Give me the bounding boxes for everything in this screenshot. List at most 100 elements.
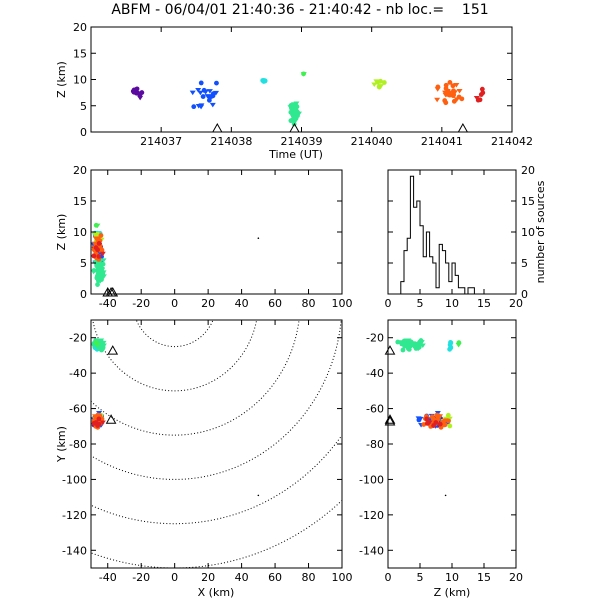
z-y-source bbox=[447, 346, 453, 352]
time-height-source bbox=[444, 88, 451, 94]
time-height-source bbox=[479, 86, 485, 92]
time-height-source bbox=[477, 97, 483, 103]
time-height-xtick-label: 214037 bbox=[140, 135, 182, 148]
time-height-source bbox=[191, 104, 197, 110]
time-height-source bbox=[453, 97, 460, 102]
x-z-frame bbox=[90, 169, 343, 295]
time-height-source bbox=[292, 107, 298, 113]
time-height-xtick-label: 214040 bbox=[351, 135, 393, 148]
time-height-source bbox=[209, 102, 216, 108]
time-height-source bbox=[376, 84, 382, 90]
time-height-source bbox=[189, 90, 196, 96]
x-y-ytick-label: -40 bbox=[69, 367, 87, 380]
time-station-marker bbox=[457, 122, 469, 133]
x-y-xlabel: X (km) bbox=[198, 586, 235, 599]
plot-frames bbox=[90, 26, 517, 569]
histogram-ylabel: number of sources bbox=[534, 180, 547, 283]
time-height-source bbox=[456, 88, 463, 94]
chart-title: ABFM - 06/04/01 21:40:36 - 21:40:42 - nb… bbox=[111, 2, 489, 18]
z-y-source bbox=[400, 347, 406, 353]
x-z-xtick-label: 60 bbox=[268, 297, 282, 310]
time-height-xtick-label: 214038 bbox=[210, 135, 252, 148]
range-ring bbox=[92, 320, 258, 392]
x-y-xtick-label: 40 bbox=[235, 571, 249, 584]
z-y-source bbox=[442, 418, 449, 423]
z-y-source bbox=[445, 412, 451, 418]
x-z-xtick-label: -20 bbox=[132, 297, 150, 310]
time-height-source bbox=[204, 94, 211, 99]
x-z-ytick-label: 10 bbox=[73, 226, 87, 239]
x-y-source bbox=[91, 420, 97, 426]
x-z-source bbox=[100, 274, 107, 279]
x-z-xtick-label: 80 bbox=[302, 297, 316, 310]
histogram-xtick-label: 0 bbox=[385, 297, 392, 310]
time-height-ytick-label: 15 bbox=[73, 47, 87, 60]
time-height-source bbox=[131, 87, 137, 93]
time-height-ytick-label: 20 bbox=[73, 21, 87, 34]
z-y-xtick-label: 0 bbox=[385, 571, 392, 584]
z-y-ytick-label: -140 bbox=[359, 544, 384, 557]
histogram-xtick-label: 5 bbox=[417, 297, 424, 310]
time-height-source bbox=[447, 80, 453, 85]
x-y-ytick-label: -20 bbox=[69, 332, 87, 345]
time-height-xtick-label: 214042 bbox=[491, 135, 533, 148]
z-y-frame bbox=[387, 319, 517, 569]
time-height-source bbox=[198, 104, 205, 110]
histogram-steps bbox=[388, 175, 516, 295]
histogram-ytick-label: 20 bbox=[521, 164, 535, 177]
x-z-source bbox=[96, 266, 102, 271]
x-z-ytick-label: 20 bbox=[73, 164, 87, 177]
time-height-source bbox=[198, 80, 204, 86]
z-y-ytick-label: -80 bbox=[366, 438, 384, 451]
z-y-source bbox=[405, 338, 412, 343]
x-y-outlier bbox=[257, 494, 260, 497]
z-y-source bbox=[455, 342, 462, 348]
time-height-source bbox=[480, 90, 486, 96]
time-height-source bbox=[434, 97, 441, 103]
z-y-ytick-label: -40 bbox=[366, 367, 384, 380]
x-y-frame bbox=[90, 319, 343, 569]
z-y-source bbox=[415, 416, 422, 421]
plot-text: 214037 214038 214039 214040 214041 214042 0 5 10… bbox=[55, 21, 547, 599]
time-height-source bbox=[450, 83, 456, 89]
z-y-source bbox=[426, 420, 433, 425]
x-y-source bbox=[96, 421, 102, 427]
x-z-station-marker bbox=[107, 286, 119, 297]
x-y-station-marker bbox=[105, 414, 117, 424]
time-height-ytick-label: 0 bbox=[80, 126, 87, 139]
time-height-source bbox=[203, 89, 210, 94]
time-station-marker bbox=[211, 122, 223, 133]
z-y-station-marker bbox=[384, 345, 396, 355]
time-height-source bbox=[442, 92, 449, 98]
time-height-source bbox=[135, 90, 141, 96]
histogram-xtick-label: 20 bbox=[509, 297, 523, 310]
z-y-ytick-label: -120 bbox=[359, 509, 384, 522]
x-y-xtick-label: -40 bbox=[99, 571, 117, 584]
z-y-ytick-label: -20 bbox=[366, 332, 384, 345]
x-y-source bbox=[92, 414, 99, 419]
time-height-source bbox=[293, 101, 300, 106]
time-height-source bbox=[200, 94, 206, 99]
x-z-source bbox=[93, 245, 99, 251]
z-y-source bbox=[403, 343, 410, 348]
time-height-source bbox=[300, 72, 307, 77]
range-rings bbox=[91, 320, 342, 568]
time-height-source bbox=[473, 95, 480, 101]
time-height-frame bbox=[90, 26, 513, 133]
x-y-ytick-label: -100 bbox=[62, 473, 87, 486]
plot-marks bbox=[90, 71, 516, 497]
x-z-source bbox=[98, 233, 104, 238]
time-height-source bbox=[210, 91, 216, 97]
x-z-source bbox=[98, 275, 103, 281]
z-y-xtick-label: 15 bbox=[477, 571, 491, 584]
z-y-source bbox=[418, 338, 424, 343]
x-y-source bbox=[98, 338, 105, 343]
x-z-source bbox=[94, 223, 101, 229]
x-z-xtick-label: 40 bbox=[235, 297, 249, 310]
histogram-xtick-label: 10 bbox=[445, 297, 459, 310]
z-y-outlier bbox=[444, 494, 447, 497]
time-height-ytick-label: 10 bbox=[73, 74, 87, 87]
z-y-ytick-label: -100 bbox=[359, 473, 384, 486]
time-height-source bbox=[447, 92, 453, 98]
